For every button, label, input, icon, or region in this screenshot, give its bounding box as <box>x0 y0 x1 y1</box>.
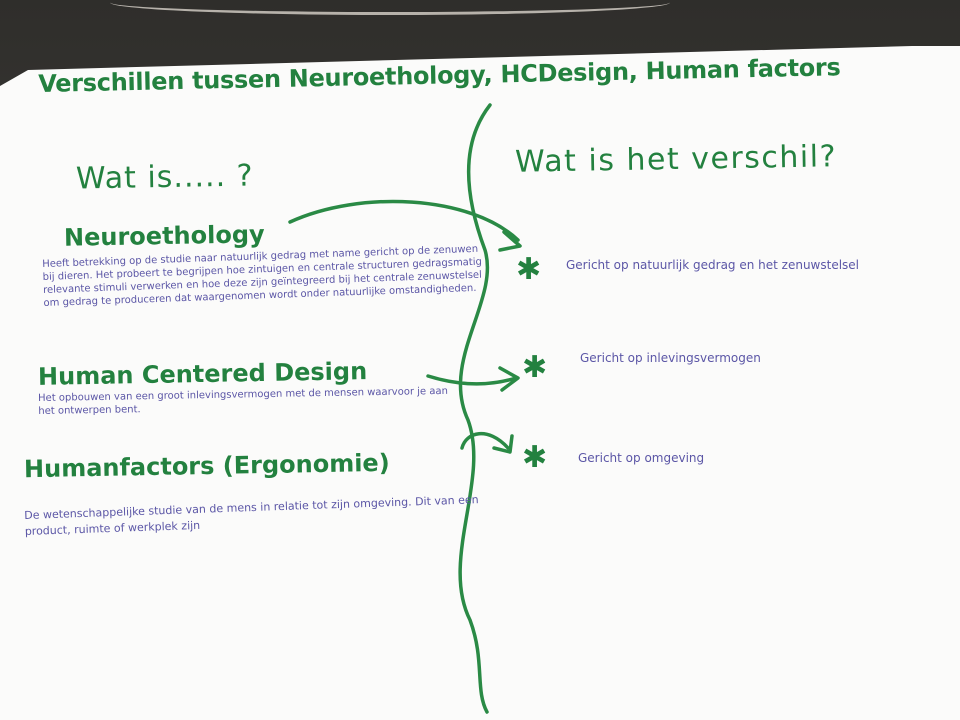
right-heading: Wat is het verschil? <box>514 139 838 180</box>
difference-human-factors: Gericht op omgeving <box>578 451 705 465</box>
cable <box>110 0 670 15</box>
asterisk-icon: ✱ <box>516 252 542 287</box>
topic-title-neuroethology: Neuroethology <box>63 220 265 252</box>
arrow-head-2 <box>498 366 520 392</box>
asterisk-icon: ✱ <box>522 350 548 385</box>
arrow-right-icon <box>460 431 510 450</box>
arrow-head-3 <box>492 434 514 454</box>
topic-title-hcd: Human Centered Design <box>37 357 368 391</box>
arrow-head-1 <box>498 230 522 252</box>
arrow-right-icon <box>426 374 518 386</box>
arrow-right-icon <box>288 199 520 242</box>
difference-hcd: Gericht op inlevingsvermogen <box>580 351 761 365</box>
asterisk-icon: ✱ <box>522 440 548 475</box>
left-heading: Wat is..... ? <box>75 158 254 197</box>
difference-neuroethology: Gericht op natuurlijk gedrag en het zenu… <box>566 258 860 272</box>
divider-line <box>458 103 492 714</box>
